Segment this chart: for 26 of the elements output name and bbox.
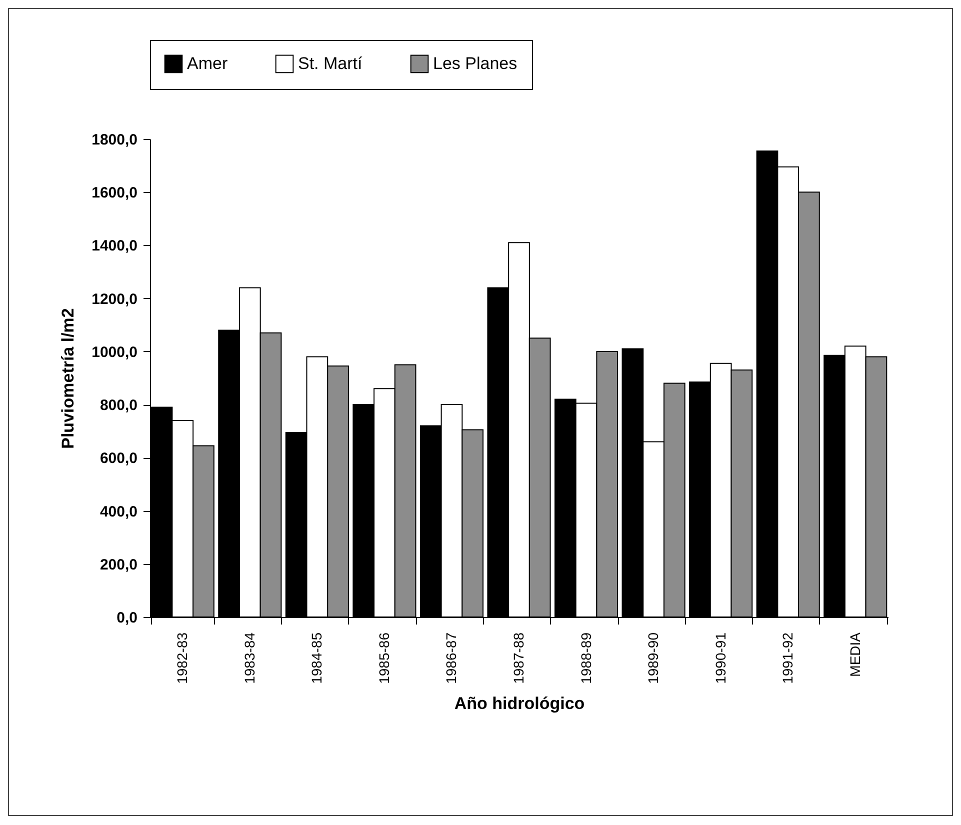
legend-label: Amer: [187, 54, 228, 73]
x-tick-label: 1987-88: [510, 632, 526, 684]
x-tick-label: 1991-92: [780, 632, 796, 684]
x-tick-label: MEDIA: [846, 632, 863, 677]
y-tick-label: 400,0: [100, 503, 138, 520]
x-tick-label: 1983-84: [241, 632, 258, 684]
y-tick-label: 1400,0: [92, 238, 138, 255]
x-tick-label: 1982-83: [174, 632, 190, 684]
x-tick-label: 1990-91: [712, 632, 728, 684]
x-tick-label: 1989-90: [645, 632, 662, 684]
y-tick-label: 200,0: [100, 556, 138, 574]
x-tick-label: 1988-89: [578, 632, 594, 684]
y-axis-title: Pluviometría l/m2: [58, 308, 78, 449]
x-tick-label: 1985-86: [376, 632, 392, 684]
legend-label: St. Martí: [298, 54, 363, 73]
y-tick-label: 1800,0: [92, 132, 138, 148]
y-tick-label: 0,0: [116, 610, 138, 626]
y-tick-label: 1000,0: [92, 344, 138, 361]
x-axis-title: Año hidrológico: [454, 694, 585, 713]
y-tick-label: 1600,0: [92, 184, 138, 202]
y-tick-label: 800,0: [100, 397, 138, 414]
x-tick-label: 1986-87: [443, 632, 460, 684]
y-tick-label: 1200,0: [92, 290, 138, 308]
x-tick-label: 1984-85: [308, 632, 325, 684]
y-tick-label: 600,0: [100, 450, 138, 468]
legend-label: Les Planes: [433, 54, 518, 73]
